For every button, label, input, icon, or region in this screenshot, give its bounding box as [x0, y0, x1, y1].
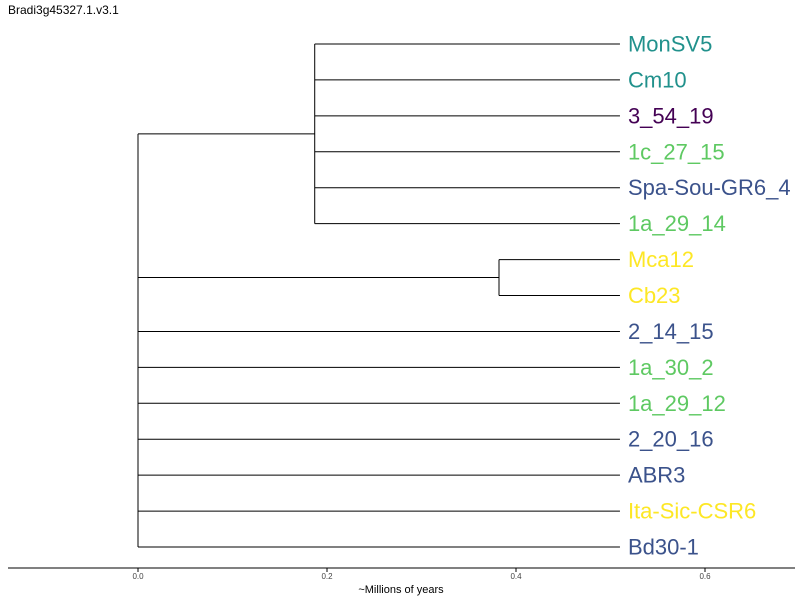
leaf-label: Ita-Sic-CSR6 [628, 499, 756, 524]
x-axis: 0.0 0.2 0.4 0.6 ~Millions of years [8, 567, 795, 596]
leaf-label: 2_14_15 [628, 319, 714, 344]
leaf-label: Cb23 [628, 283, 681, 308]
x-axis-tick-label: 0.0 [132, 572, 144, 581]
leaf-label: 1c_27_15 [628, 139, 725, 164]
x-axis-label: ~Millions of years [358, 584, 444, 596]
x-axis-tick-label: 0.4 [510, 572, 522, 581]
x-axis-tick-label: 0.6 [699, 572, 711, 581]
leaf-label: 3_54_19 [628, 103, 714, 128]
leaf-label: 2_20_16 [628, 427, 714, 452]
leaf-label: Bd30-1 [628, 535, 699, 560]
leaf-label: ABR3 [628, 463, 685, 488]
leaf-labels: MonSV5 Cm10 3_54_19 1c_27_15 Spa-Sou-GR6_4 1a… [628, 32, 791, 560]
leaf-label: MonSV5 [628, 32, 712, 57]
leaf-label: Cm10 [628, 67, 687, 92]
tree-title: Bradi3g45327.1.v3.1 [8, 3, 119, 17]
leaf-label: 1a_30_2 [628, 355, 714, 380]
leaf-label: Spa-Sou-GR6_4 [628, 175, 791, 200]
leaf-label: 1a_29_12 [628, 391, 726, 416]
tree-branches [137, 43, 620, 548]
x-axis-tick-label: 0.2 [321, 572, 333, 581]
leaf-label: Mca12 [628, 247, 694, 272]
x-axis-ticks: 0.0 0.2 0.4 0.6 [132, 568, 711, 581]
leaf-label: 1a_29_14 [628, 211, 726, 236]
